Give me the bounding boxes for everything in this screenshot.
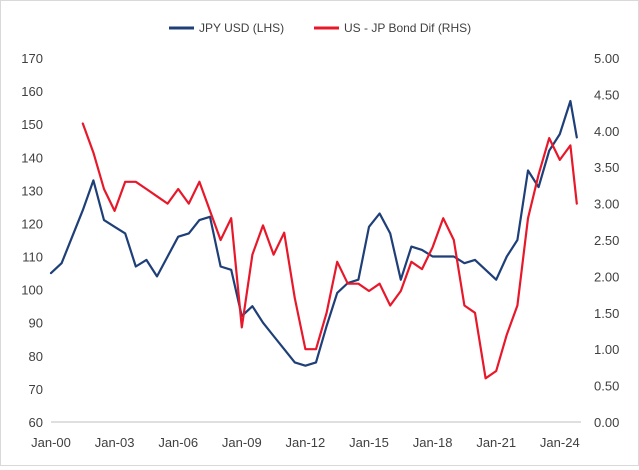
left-tick-label: 170: [21, 51, 43, 66]
series-line-jpy-usd: [49, 99, 578, 367]
left-tick-label: 140: [21, 150, 43, 165]
x-tick-label: Jan-03: [95, 435, 135, 450]
left-tick-label: 70: [29, 382, 43, 397]
left-tick-label: 130: [21, 183, 43, 198]
right-tick-label: 3.50: [594, 160, 619, 175]
series-line-bond-dif: [81, 122, 578, 380]
right-tick-label: 1.00: [594, 342, 619, 357]
x-tick-label: Jan-06: [158, 435, 198, 450]
x-tick-label: Jan-12: [286, 435, 326, 450]
right-tick-label: 5.00: [594, 51, 619, 66]
series-layer: [49, 99, 578, 380]
left-tick-label: 110: [22, 250, 43, 265]
left-tick-label: 120: [21, 216, 43, 231]
right-tick-label: 1.50: [594, 306, 619, 321]
right-tick-label: 2.50: [594, 233, 619, 248]
left-tick-label: 100: [21, 283, 43, 298]
left-tick-label: 60: [29, 415, 43, 430]
right-axis-tick-labels: 0.00 0.50 1.00 1.50 2.00 2.50 3.00 3.50 4.00 4.50…: [594, 51, 619, 430]
x-tick-label: Jan-15: [349, 435, 389, 450]
left-tick-label: 150: [21, 117, 43, 132]
x-tick-label: Jan-21: [476, 435, 516, 450]
x-axis-tick-labels: Jan-00 Jan-03 Jan-06 Jan-09 Jan-12 Jan-15 Jan-…: [31, 435, 580, 450]
x-tick-label: Jan-18: [413, 435, 453, 450]
right-tick-label: 0.50: [594, 379, 619, 394]
x-tick-label: Jan-24: [540, 435, 580, 450]
legend: JPY USD (LHS) US - JP Bond Dif (RHS): [169, 21, 471, 35]
x-tick-label: Jan-00: [31, 435, 71, 450]
right-tick-label: 3.00: [594, 197, 619, 212]
right-tick-label: 4.00: [594, 124, 619, 139]
left-tick-label: 160: [21, 84, 43, 99]
right-tick-label: 4.50: [594, 87, 619, 102]
left-tick-label: 80: [29, 349, 43, 364]
legend-label-bond-dif: US - JP Bond Dif (RHS): [344, 21, 471, 35]
left-axis-tick-labels: 60 70 80 90 100 110 120 130 140 150 160 170: [21, 51, 43, 430]
legend-label-jpy-usd: JPY USD (LHS): [199, 21, 284, 35]
left-tick-label: 90: [29, 316, 43, 331]
right-tick-label: 2.00: [594, 269, 619, 284]
x-tick-label: Jan-09: [222, 435, 262, 450]
right-tick-label: 0.00: [594, 415, 619, 430]
